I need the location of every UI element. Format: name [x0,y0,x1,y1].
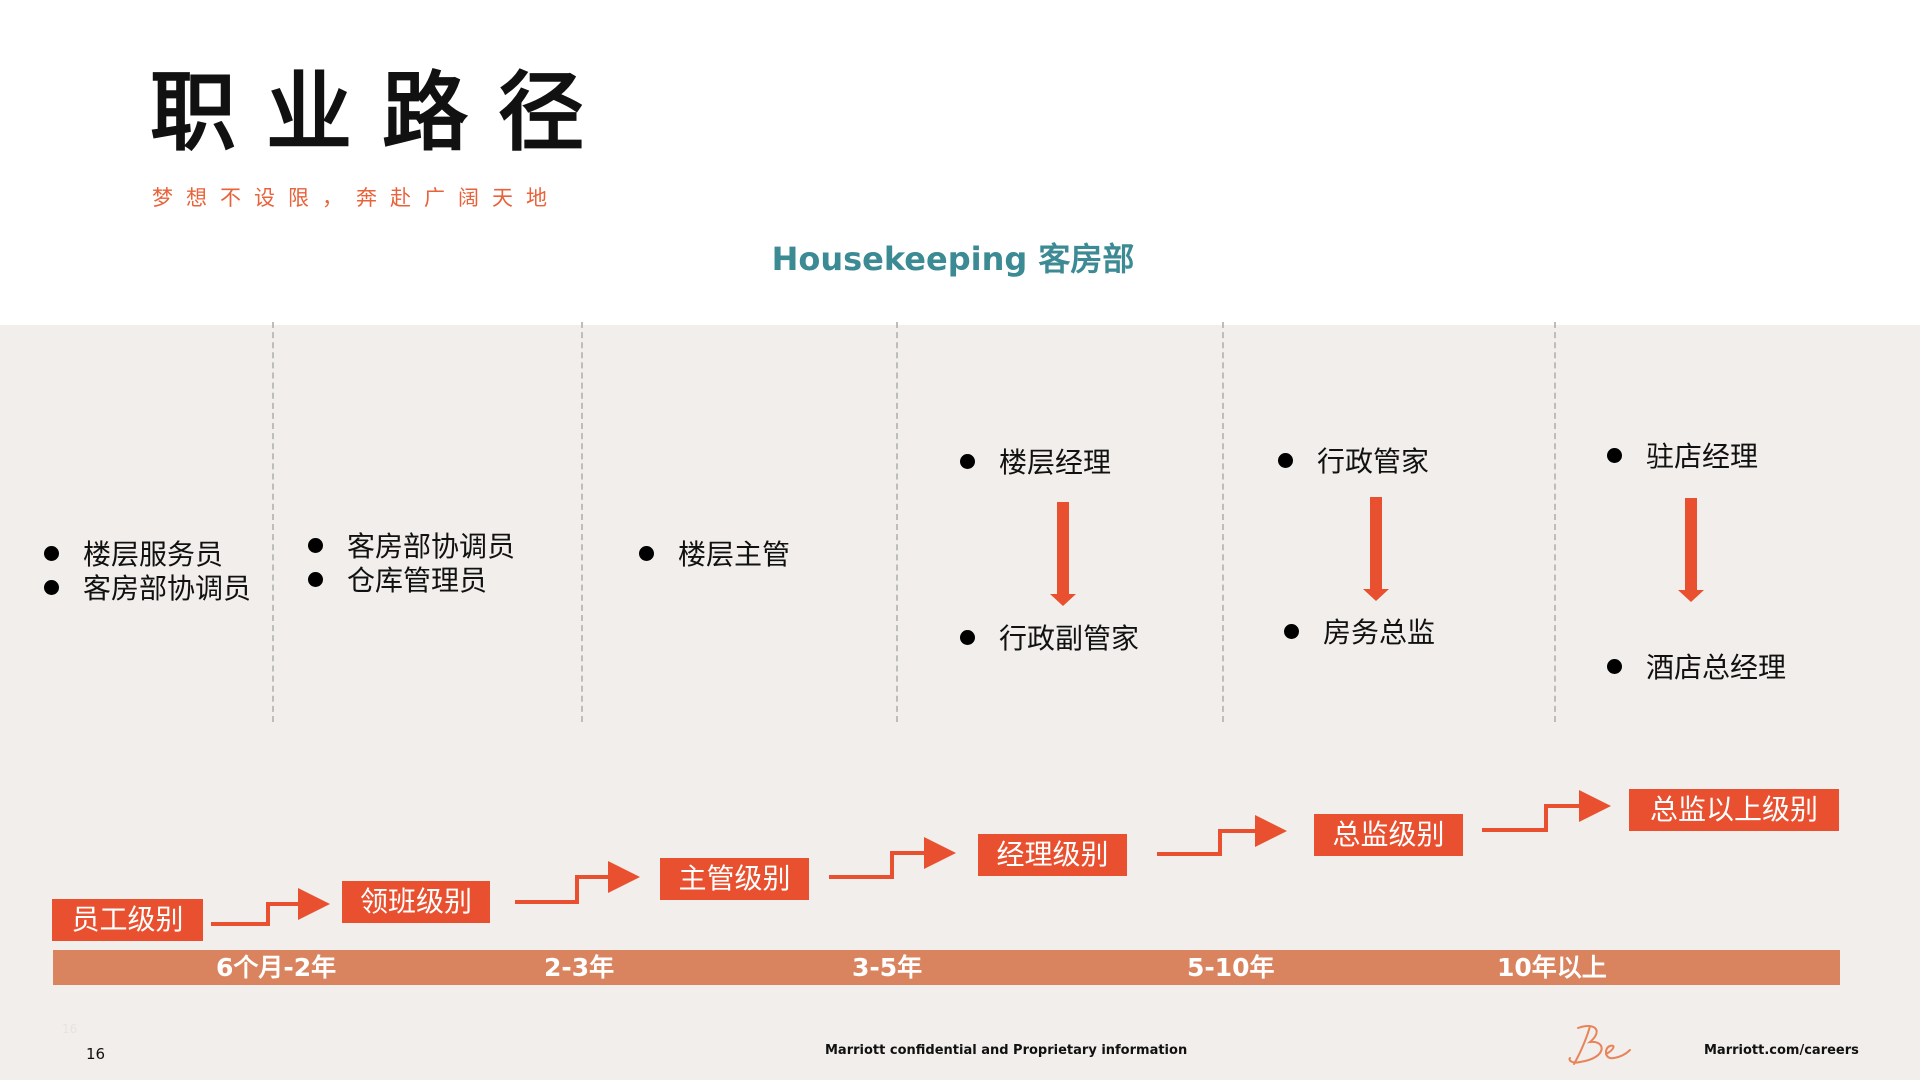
level-box-staff: 员工级别 [52,899,203,941]
role-item: 驻店经理 [1607,443,1758,471]
level-box-supervisor: 主管级别 [660,858,809,900]
bullet-icon [1607,447,1622,463]
role-item: 行政副管家 [960,625,1139,653]
level-box-director: 总监级别 [1314,814,1463,856]
role-item: 客房部协调员 [44,575,251,603]
column-divider [1222,322,1224,722]
role-label: 行政管家 [1317,445,1430,478]
be-logo-icon [1568,1024,1631,1065]
role-item: 行政管家 [1278,448,1429,476]
bullet-icon [44,545,59,561]
role-label: 楼层服务员 [83,538,224,571]
arrow-down-icon [1363,497,1389,601]
role-item: 楼层服务员 [44,541,223,569]
timeline-label: 5-10年 [1187,953,1275,982]
bullet-icon [308,571,323,587]
level-box-executive: 总监以上级别 [1629,789,1839,831]
timeline-bar [53,950,1840,985]
arrow-down-icon [1050,502,1076,606]
role-label: 楼层经理 [999,446,1112,479]
timeline-label: 3-5年 [852,953,923,982]
timeline-label: 6个月-2年 [216,953,337,982]
bullet-icon [639,545,654,561]
role-item: 仓库管理员 [308,567,487,595]
column-divider [896,322,898,722]
role-item: 房务总监 [1284,619,1435,647]
bullet-icon [1607,658,1622,674]
role-label: 客房部协调员 [347,530,516,563]
role-label: 驻店经理 [1646,440,1759,473]
page-number: 16 [86,1045,106,1063]
role-label: 房务总监 [1323,616,1436,649]
page-title: 职业路径 [150,63,614,163]
level-box-supervisor-lead: 领班级别 [342,881,490,923]
confidential-notice: Marriott confidential and Proprietary in… [825,1043,1188,1058]
arrow-down-icon [1678,498,1704,602]
role-item: 客房部协调员 [308,533,515,561]
role-label: 酒店总经理 [1646,651,1787,684]
bullet-icon [1284,623,1299,639]
page-number-ghost: 16 [62,1022,78,1036]
role-item: 楼层经理 [960,449,1111,477]
role-label: 行政副管家 [999,622,1140,655]
role-label: 客房部协调员 [83,572,252,605]
timeline-label: 2-3年 [544,953,615,982]
level-box-manager: 经理级别 [978,834,1127,876]
role-item: 楼层主管 [639,541,790,569]
role-label: 楼层主管 [678,538,791,571]
bullet-icon [1278,452,1293,468]
bullet-icon [960,629,975,645]
bullet-icon [44,579,59,595]
department-heading: Housekeeping 客房部 [771,240,1135,278]
column-divider [1554,322,1556,722]
role-item: 酒店总经理 [1607,654,1786,682]
page-subtitle: 梦想不设限，奔赴广阔天地 [152,186,560,210]
role-label: 仓库管理员 [347,564,488,597]
careers-url[interactable]: Marriott.com/careers [1704,1043,1859,1058]
column-divider [272,322,274,722]
bullet-icon [308,537,323,553]
timeline-label: 10年以上 [1497,953,1607,982]
bullet-icon [960,453,975,469]
column-divider [581,322,583,722]
